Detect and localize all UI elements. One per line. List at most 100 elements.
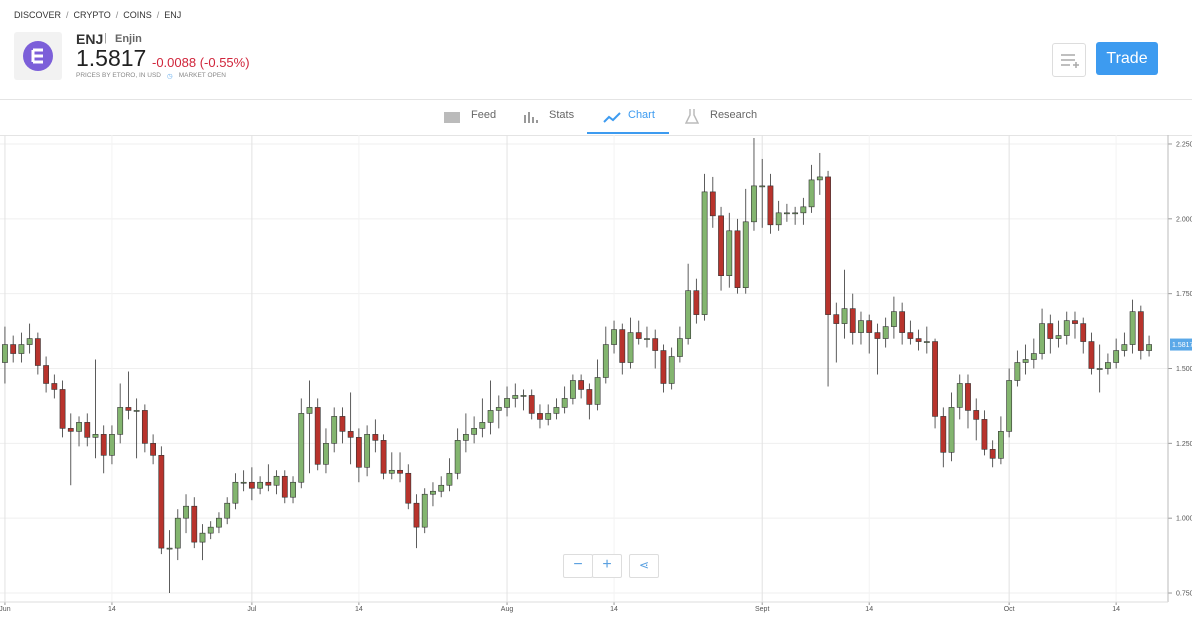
candle-body bbox=[1088, 341, 1095, 369]
crumb[interactable]: COINS bbox=[123, 10, 152, 20]
candle-body bbox=[240, 481, 247, 484]
candle-body bbox=[825, 176, 831, 315]
logo bbox=[14, 32, 62, 80]
candle-body bbox=[1072, 320, 1078, 324]
candle-body bbox=[183, 505, 189, 519]
candle-body bbox=[800, 206, 807, 214]
candle-body bbox=[1022, 359, 1029, 363]
candle-body bbox=[430, 490, 436, 495]
candle-body bbox=[380, 440, 387, 474]
candle-body bbox=[232, 481, 239, 504]
candle-body bbox=[866, 320, 873, 333]
candle-body bbox=[248, 481, 255, 489]
candle-body bbox=[1105, 362, 1111, 369]
x-tick-label: Sept bbox=[755, 606, 769, 613]
tab[interactable]: Research bbox=[710, 109, 758, 121]
candle-body bbox=[792, 212, 799, 215]
candle-body bbox=[174, 517, 181, 549]
candle-body bbox=[100, 434, 107, 456]
candle-body bbox=[10, 344, 17, 354]
candle-body bbox=[569, 380, 576, 399]
candle-body bbox=[26, 338, 33, 345]
candle-body bbox=[734, 230, 741, 288]
candle-body bbox=[1129, 311, 1136, 345]
market-status: MARKET OPEN bbox=[178, 72, 226, 79]
candle-body bbox=[586, 389, 593, 405]
x-tick-label: Oct bbox=[1004, 606, 1015, 613]
y-tick-label: 0.750 bbox=[1176, 591, 1192, 598]
crumb[interactable]: DISCOVER bbox=[14, 10, 62, 20]
trade-button[interactable]: Trade bbox=[1096, 42, 1158, 75]
tab[interactable]: Chart bbox=[628, 109, 655, 121]
candle-body bbox=[306, 407, 313, 414]
candle-body bbox=[109, 434, 115, 456]
chart: 0.750 1.000 1.250 1.500 1.750 2.000 2.250 Jun 14… bbox=[0, 135, 1192, 613]
candle-body bbox=[364, 434, 371, 468]
candle-body bbox=[602, 344, 609, 378]
candle-body bbox=[907, 332, 914, 339]
candle-body bbox=[611, 329, 617, 345]
x-tick-label: 14 bbox=[108, 606, 116, 613]
candle-body bbox=[742, 221, 749, 288]
candle-body bbox=[314, 407, 321, 465]
candle-body bbox=[1047, 323, 1054, 339]
candle-body bbox=[421, 493, 428, 528]
candle-body bbox=[133, 410, 140, 412]
candle-body bbox=[1113, 350, 1120, 363]
x-tick-label: 14 bbox=[610, 606, 618, 613]
tab[interactable]: Stats bbox=[549, 109, 575, 121]
candle-body bbox=[709, 191, 716, 217]
price-badge-label: 1.5817 bbox=[1172, 342, 1192, 349]
watchlist-button[interactable] bbox=[1052, 43, 1086, 77]
crumb[interactable]: CRYPTO bbox=[73, 10, 111, 20]
candle-body bbox=[891, 311, 897, 327]
candle-body bbox=[438, 484, 445, 492]
candle-body bbox=[1055, 335, 1062, 339]
candle-body bbox=[446, 472, 453, 486]
candle-body bbox=[808, 179, 815, 208]
candle-body bbox=[668, 356, 675, 384]
candle-body bbox=[644, 338, 650, 340]
candle-body bbox=[956, 383, 963, 408]
candle-body bbox=[454, 440, 461, 474]
candle-body bbox=[751, 185, 757, 223]
candle-body bbox=[92, 434, 99, 438]
candle-body bbox=[76, 422, 82, 432]
candle-body bbox=[627, 332, 634, 363]
candle-body bbox=[462, 434, 469, 441]
candle-body bbox=[660, 350, 667, 384]
candle-body bbox=[841, 308, 848, 324]
candle-body bbox=[141, 410, 148, 444]
candle-body bbox=[816, 176, 823, 181]
candle-body bbox=[150, 443, 156, 456]
candle-body bbox=[84, 422, 91, 438]
candle-body bbox=[495, 407, 502, 411]
share[interactable]: ⋖ bbox=[629, 554, 659, 578]
tab[interactable]: Feed bbox=[471, 109, 497, 121]
price-meta: PRICES BY ETORO, IN USD ◷ MARKET OPEN bbox=[76, 72, 226, 80]
candle-body bbox=[512, 395, 519, 399]
candle-body bbox=[1030, 353, 1037, 360]
candle-body bbox=[2, 344, 8, 363]
candle-body bbox=[718, 215, 724, 276]
candle-body bbox=[915, 338, 922, 342]
candle-body bbox=[528, 395, 535, 414]
candle-body bbox=[578, 380, 585, 390]
candle-body bbox=[998, 431, 1004, 459]
candle-body bbox=[397, 469, 403, 474]
candle-body bbox=[981, 419, 988, 450]
candle-body bbox=[783, 212, 790, 215]
candle-body bbox=[290, 481, 296, 498]
tab-bar: Feed Stats Chart Research bbox=[0, 99, 1192, 136]
ticker: ENJ bbox=[76, 31, 104, 47]
candle-body bbox=[273, 475, 280, 486]
candle-body bbox=[594, 377, 601, 405]
y-tick-label: 1.000 bbox=[1176, 516, 1192, 523]
y-tick-label: 1.250 bbox=[1176, 441, 1192, 448]
zoom-out[interactable]: − bbox=[563, 554, 593, 578]
candle-body bbox=[191, 505, 198, 543]
candle-body bbox=[1096, 368, 1103, 370]
candle-body bbox=[923, 341, 930, 343]
zoom-in[interactable]: + bbox=[592, 554, 622, 578]
